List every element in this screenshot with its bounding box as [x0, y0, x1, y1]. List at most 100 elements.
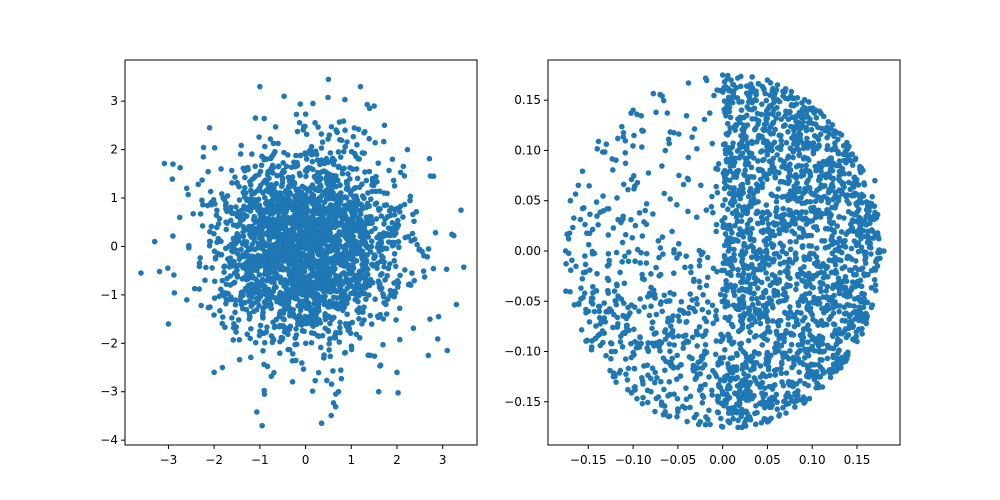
right-scatter-point	[839, 317, 846, 324]
right-scatter-point	[826, 316, 832, 323]
left-scatter-point	[185, 191, 191, 198]
right-scatter-point	[703, 328, 709, 334]
left-scatter-point	[300, 298, 306, 304]
right-scatter-point	[799, 359, 805, 366]
right-scatter-point	[615, 216, 621, 223]
right-scatter-point	[660, 251, 666, 257]
left-y-tick-label: 1	[110, 191, 118, 205]
right-scatter-point	[589, 283, 596, 290]
right-scatter-point	[704, 299, 711, 305]
left-scatter-point	[246, 204, 252, 211]
right-scatter-point	[849, 225, 856, 231]
left-scatter-point	[336, 339, 343, 345]
left-scatter-point	[338, 261, 345, 267]
left-scatter-point	[207, 188, 214, 195]
right-scatter-point	[785, 321, 792, 328]
right-scatter-point	[821, 348, 827, 355]
left-scatter-point	[354, 141, 360, 148]
right-scatter-point	[723, 287, 730, 294]
right-scatter-point	[609, 156, 616, 162]
right-scatter-point	[675, 313, 682, 320]
left-scatter-point	[303, 131, 310, 138]
right-scatter-point	[638, 340, 644, 347]
right-scatter-point	[864, 299, 871, 306]
right-scatter-point	[813, 115, 820, 121]
right-scatter-point	[793, 319, 800, 325]
left-scatter-point	[391, 290, 398, 297]
right-scatter-point	[790, 141, 797, 147]
left-scatter-point	[309, 191, 315, 197]
right-scatter-point	[614, 282, 620, 289]
right-scatter-point	[666, 341, 673, 347]
right-scatter-point	[696, 257, 703, 264]
left-scatter-point	[199, 177, 205, 183]
left-scatter-point	[386, 261, 393, 267]
right-scatter-point	[749, 301, 756, 308]
right-scatter-point	[736, 141, 743, 148]
right-scatter-point	[641, 304, 648, 310]
left-scatter-point	[295, 186, 301, 192]
right-scatter-point	[754, 220, 761, 227]
left-scatter-point	[304, 225, 311, 232]
left-scatter-point	[260, 255, 267, 262]
left-scatter-point	[343, 222, 350, 228]
right-scatter-point	[613, 249, 620, 256]
right-scatter-point	[773, 198, 780, 205]
left-scatter-point	[177, 164, 183, 171]
left-scatter-point	[218, 238, 224, 245]
left-x-tick-label: 1	[347, 453, 355, 467]
right-scatter-point	[666, 379, 673, 385]
right-scatter-point	[787, 394, 794, 400]
left-scatter-point	[342, 143, 348, 150]
left-scatter-point	[332, 403, 339, 410]
left-scatter-point	[255, 263, 262, 270]
left-scatter-point	[296, 170, 303, 177]
right-scatter-point	[780, 123, 787, 129]
left-scatter-point	[221, 263, 228, 270]
right-scatter-point	[861, 271, 868, 278]
left-scatter-point	[338, 291, 345, 298]
right-scatter-point	[800, 229, 807, 236]
right-scatter-point	[740, 304, 747, 311]
right-scatter-point	[868, 304, 875, 311]
left-scatter-point	[381, 190, 387, 196]
right-scatter-point	[696, 324, 703, 330]
left-scatter-point	[246, 298, 252, 304]
left-scatter-point	[195, 181, 202, 188]
right-scatter-point	[758, 149, 764, 155]
right-scatter-point	[834, 223, 841, 229]
left-scatter-point	[360, 309, 366, 315]
right-scatter-point	[776, 335, 782, 342]
left-scatter-point	[383, 202, 390, 208]
right-scatter-point	[666, 140, 673, 147]
left-scatter-point	[292, 163, 299, 170]
right-scatter-point	[662, 147, 669, 154]
right-scatter-point	[715, 161, 722, 167]
left-scatter-point	[317, 187, 323, 194]
right-scatter-point	[785, 315, 792, 321]
right-scatter-point	[698, 251, 705, 258]
left-scatter-point	[321, 280, 327, 286]
left-scatter-point	[325, 277, 331, 284]
left-scatter-point	[343, 180, 350, 187]
right-scatter-point	[713, 228, 719, 235]
right-scatter-point	[717, 291, 724, 298]
left-scatter-point	[411, 236, 418, 243]
right-scatter-point	[739, 279, 746, 285]
left-scatter-point	[252, 219, 259, 226]
left-scatter-point	[410, 325, 417, 332]
right-scatter-point	[753, 181, 760, 187]
right-scatter-point	[855, 248, 862, 255]
right-scatter-point	[661, 386, 667, 393]
left-scatter-point	[411, 277, 418, 284]
left-scatter-point	[293, 213, 299, 219]
left-scatter-point	[394, 369, 400, 376]
left-scatter-point	[458, 207, 464, 213]
right-scatter-point	[648, 303, 654, 309]
left-scatter-point	[247, 231, 253, 238]
left-scatter-point	[324, 222, 330, 229]
left-scatter-point	[355, 275, 361, 282]
left-scatter-point	[285, 232, 291, 238]
right-scatter-point	[661, 190, 668, 197]
left-scatter-point	[400, 214, 406, 220]
